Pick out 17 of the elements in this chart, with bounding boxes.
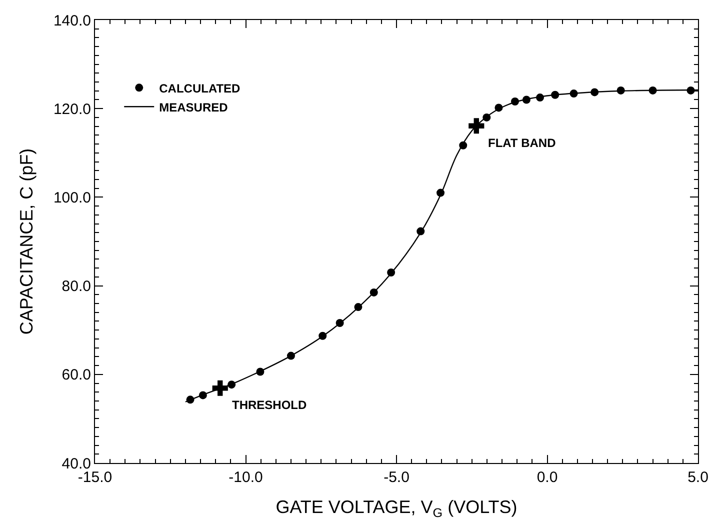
- y-axis-title: CAPACITANCE, C (pF): [16, 148, 37, 335]
- x-axis-title: GATE VOLTAGE, V$_{G}$ (VOLTS): [276, 497, 518, 520]
- point: [468, 118, 484, 134]
- x-tick-label: -5.0: [384, 469, 410, 486]
- x-tick-label: 5.0: [688, 469, 708, 486]
- legend-label: CALCULATED: [159, 81, 241, 96]
- y-tick-label: 140.0: [53, 12, 91, 30]
- y-tick-label: 120.0: [53, 100, 91, 118]
- y-tick-label: 100.0: [53, 189, 91, 206]
- annotation: THRESHOLD: [232, 398, 307, 412]
- x-tick-label: 0.0: [536, 469, 558, 486]
- legend-label: MEASURED: [159, 100, 228, 114]
- y-tick-label: 60.0: [62, 366, 91, 384]
- x-tick-label: -10.0: [228, 469, 263, 486]
- y-tick-label: 80.0: [62, 278, 91, 296]
- point: [212, 380, 228, 396]
- annotation: FLAT BAND: [488, 136, 556, 150]
